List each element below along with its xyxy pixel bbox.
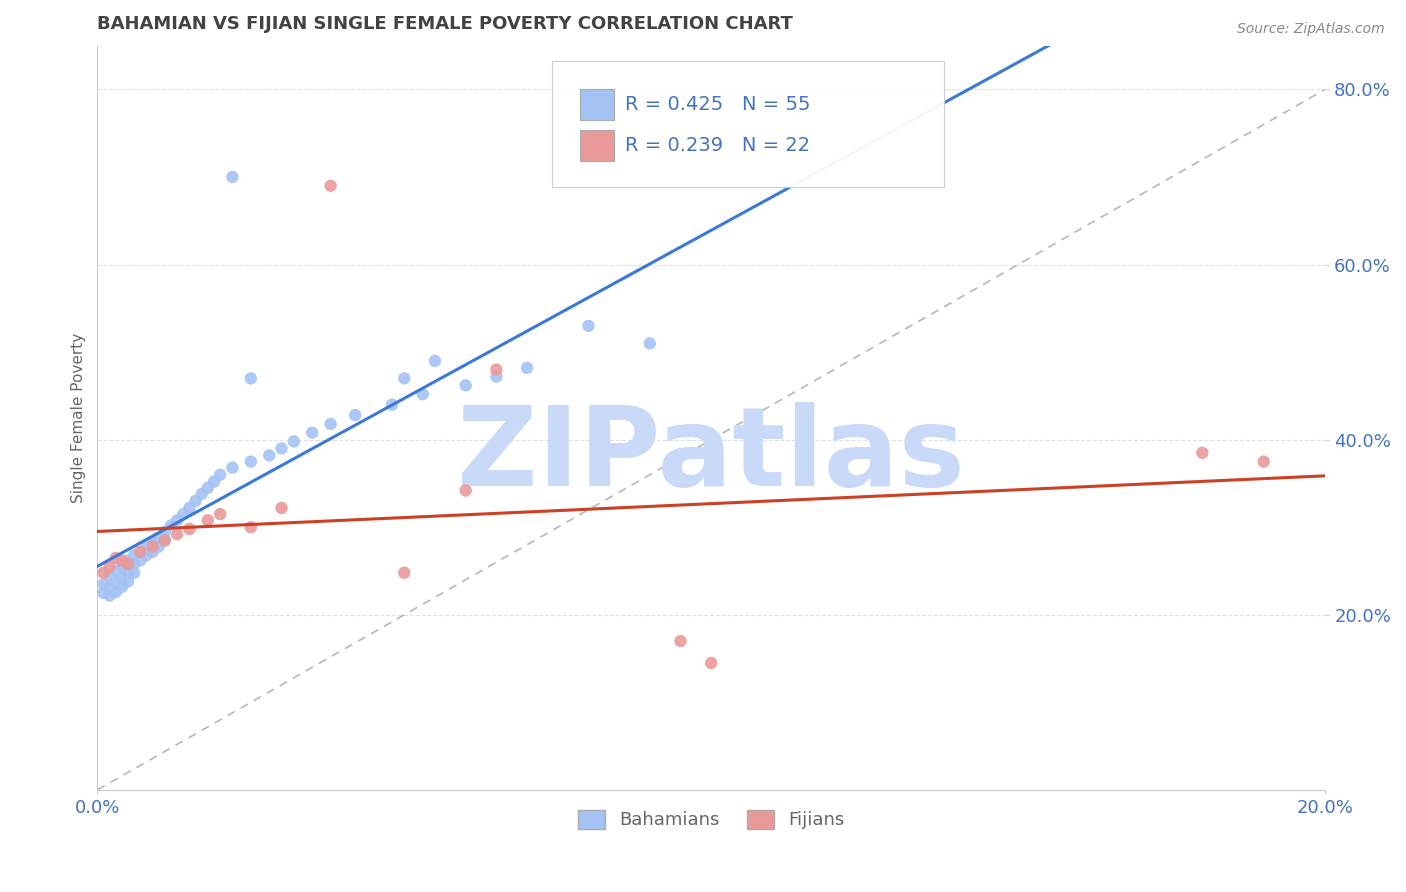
- Point: [412, 387, 434, 401]
- Point: [239, 371, 262, 385]
- Point: [142, 536, 165, 550]
- Point: [117, 557, 139, 571]
- Point: [93, 577, 115, 591]
- Point: [166, 513, 188, 527]
- Point: [638, 336, 661, 351]
- Point: [700, 656, 723, 670]
- Point: [93, 566, 115, 580]
- Point: [166, 527, 188, 541]
- Point: [516, 360, 538, 375]
- Point: [394, 566, 416, 580]
- Point: [93, 586, 115, 600]
- Point: [142, 545, 165, 559]
- Point: [104, 564, 127, 578]
- Point: [485, 369, 508, 384]
- Point: [197, 481, 219, 495]
- Point: [153, 533, 176, 548]
- Point: [142, 540, 165, 554]
- Point: [104, 585, 127, 599]
- Point: [98, 559, 121, 574]
- Text: Source: ZipAtlas.com: Source: ZipAtlas.com: [1237, 22, 1385, 37]
- Point: [394, 371, 416, 385]
- Point: [344, 408, 367, 422]
- Point: [239, 454, 262, 468]
- Point: [98, 568, 121, 582]
- Point: [98, 589, 121, 603]
- Point: [129, 553, 152, 567]
- Point: [179, 522, 201, 536]
- Text: BAHAMIAN VS FIJIAN SINGLE FEMALE POVERTY CORRELATION CHART: BAHAMIAN VS FIJIAN SINGLE FEMALE POVERTY…: [97, 15, 793, 33]
- Point: [111, 559, 134, 574]
- Point: [202, 475, 225, 489]
- Point: [485, 362, 508, 376]
- Point: [117, 553, 139, 567]
- Point: [669, 634, 692, 648]
- Point: [190, 487, 212, 501]
- Point: [197, 513, 219, 527]
- Point: [111, 571, 134, 585]
- Point: [257, 449, 280, 463]
- Point: [221, 460, 243, 475]
- Point: [1191, 446, 1213, 460]
- Point: [129, 545, 152, 559]
- Text: ZIPatlas: ZIPatlas: [457, 401, 965, 508]
- Point: [172, 507, 194, 521]
- Point: [319, 178, 342, 193]
- Text: R = 0.239   N = 22: R = 0.239 N = 22: [626, 136, 810, 155]
- Point: [578, 318, 600, 333]
- Legend: Bahamians, Fijians: Bahamians, Fijians: [571, 803, 852, 837]
- Point: [122, 548, 145, 562]
- Point: [153, 524, 176, 539]
- Point: [423, 354, 446, 368]
- Point: [270, 500, 292, 515]
- Point: [184, 494, 207, 508]
- Point: [301, 425, 323, 440]
- Point: [209, 467, 232, 482]
- Y-axis label: Single Female Poverty: Single Female Poverty: [72, 333, 86, 503]
- Point: [111, 553, 134, 567]
- Point: [381, 398, 404, 412]
- Point: [117, 574, 139, 589]
- Point: [239, 520, 262, 534]
- Point: [319, 417, 342, 431]
- Point: [454, 378, 477, 392]
- Point: [153, 533, 176, 548]
- Point: [221, 169, 243, 184]
- Text: R = 0.425   N = 55: R = 0.425 N = 55: [626, 95, 811, 114]
- Point: [1253, 454, 1275, 468]
- Point: [122, 566, 145, 580]
- Point: [104, 550, 127, 565]
- Point: [454, 483, 477, 498]
- Point: [104, 574, 127, 589]
- Point: [283, 434, 305, 449]
- Point: [122, 557, 145, 571]
- Point: [98, 582, 121, 596]
- Point: [117, 566, 139, 580]
- Point: [179, 500, 201, 515]
- Point: [129, 545, 152, 559]
- Point: [135, 548, 157, 562]
- Point: [148, 540, 170, 554]
- FancyBboxPatch shape: [579, 129, 614, 161]
- Point: [270, 442, 292, 456]
- Point: [148, 531, 170, 545]
- Point: [111, 580, 134, 594]
- FancyBboxPatch shape: [579, 89, 614, 120]
- Point: [209, 507, 232, 521]
- Point: [135, 540, 157, 554]
- Point: [160, 518, 183, 533]
- FancyBboxPatch shape: [551, 61, 945, 187]
